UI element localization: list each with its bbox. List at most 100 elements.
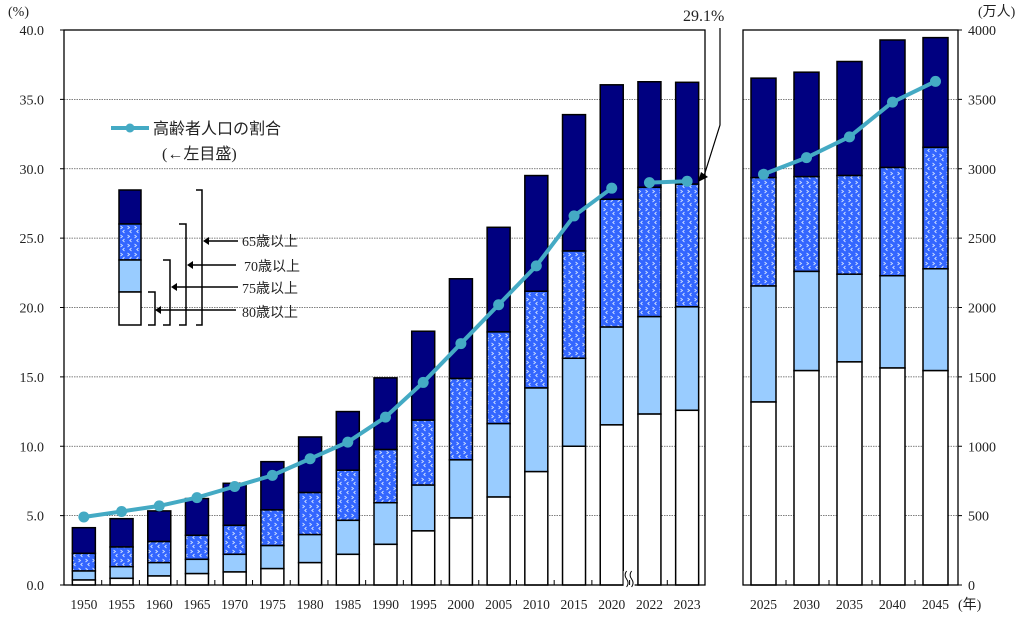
annotation: 29.1% (683, 8, 724, 182)
bar-70-plus (879, 166, 906, 277)
bar-75-plus (373, 501, 398, 546)
x-tick-label: 1980 (297, 597, 324, 612)
ratio-point (758, 168, 769, 180)
left-tick-label: 40.0 (20, 24, 45, 39)
bar-75-plus (184, 558, 210, 575)
x-tick-label: 2045 (922, 597, 949, 612)
left-tick-label: 30.0 (20, 163, 45, 178)
ratio-point (493, 299, 505, 311)
ratio-point (304, 453, 316, 465)
axes: (%) (万人) (年) 0.0 5.0 10.0 15.0 20.0 25.0 30.0 3… (8, 4, 1016, 613)
bar-75-plus (335, 519, 361, 556)
bar-75-plus (410, 484, 436, 532)
annotation-leader (703, 28, 721, 177)
ratio-point (191, 492, 203, 504)
bar-70-plus (335, 469, 361, 522)
ratio-point (801, 152, 812, 164)
legend-label-75: 75歳以上 (242, 281, 298, 297)
legend-swatch-70 (118, 223, 142, 261)
bar-65-plus (448, 278, 474, 380)
bar-75-plus (147, 561, 172, 577)
bar-70-plus (836, 174, 863, 275)
bar-70-plus (71, 552, 97, 572)
bar-75-plus (297, 533, 323, 564)
left-axis-unit: (%) (8, 5, 29, 20)
x-tick-label: 2000 (447, 597, 474, 612)
bar-80-plus (297, 561, 323, 586)
bar-80-plus (222, 571, 247, 586)
x-tick-label: 1955 (108, 597, 135, 612)
bar-65-plus (260, 460, 285, 511)
bar-80-plus (410, 530, 436, 586)
bar-65-plus (637, 81, 662, 189)
left-tick-label: 25.0 (20, 232, 45, 247)
bar-80-plus (486, 496, 511, 586)
x-tick-label: 2022 (636, 597, 663, 612)
bracket-75 (163, 259, 171, 326)
bar-80-plus (448, 517, 474, 586)
bar-70-plus (448, 377, 474, 461)
left-tick-label: 15.0 (20, 371, 45, 386)
right-tick-label: 500 (968, 510, 989, 525)
bar-65-plus (836, 60, 863, 177)
bar-80-plus (922, 369, 949, 586)
bar-65-plus (71, 526, 97, 555)
legend-line-marker (125, 123, 135, 133)
x-tick-label: 1950 (70, 597, 97, 612)
bar-70-plus (599, 198, 624, 328)
bar-70-plus (147, 540, 172, 564)
x-tick-label: 1965 (183, 597, 210, 612)
x-axis-unit: (年) (958, 597, 982, 613)
bar-80-plus (109, 577, 134, 586)
ratio-point (417, 376, 429, 388)
axis-break-mark (629, 570, 634, 588)
legend: 高齢者人口の割合 (←左目盛) 65歳以上 70歳以上 75歳以上 80歳以上 (111, 120, 300, 326)
bar-75-plus (674, 306, 700, 412)
bar-65-plus (184, 497, 210, 537)
bar-65-plus (147, 510, 172, 543)
ratio-point (681, 175, 693, 187)
ratio-point (266, 469, 278, 481)
bar-65-plus (674, 81, 700, 185)
x-tick-label: 2020 (598, 597, 625, 612)
bar-80-plus (373, 543, 398, 586)
left-tick-label: 10.0 (20, 440, 45, 455)
axis-break-mark (624, 570, 629, 588)
bar-75-plus (109, 565, 134, 580)
bar-70-plus (561, 250, 587, 360)
bar-75-plus (836, 273, 863, 363)
ratio-line-segment (649, 179, 688, 185)
legend-label-65: 65歳以上 (242, 234, 298, 250)
bar-70-plus (637, 186, 662, 318)
bar-65-plus (297, 436, 323, 494)
bar-80-plus (71, 579, 97, 586)
ratio-point (844, 131, 855, 143)
ratio-point (380, 411, 391, 423)
x-tick-label: 2005 (485, 597, 512, 612)
ratio-point (887, 96, 898, 108)
bar-75-plus (793, 270, 820, 372)
bar-70-plus (793, 175, 820, 273)
right-tick-label: 1000 (968, 440, 996, 455)
bar-70-plus (922, 146, 949, 270)
x-tick-label: 1990 (372, 597, 399, 612)
ratio-point (229, 480, 241, 492)
bracket-65 (196, 189, 203, 326)
right-tick-label: 2000 (968, 302, 996, 317)
x-tick-label: 2035 (836, 597, 863, 612)
legend-label-70: 70歳以上 (244, 259, 300, 275)
ratio-point (568, 210, 580, 222)
bar-80-plus (836, 361, 863, 586)
bar-75-plus (599, 326, 624, 426)
bar-75-plus (750, 285, 777, 403)
legend-label-80: 80歳以上 (242, 305, 298, 321)
bar-65-plus (486, 226, 511, 333)
bar-70-plus (674, 183, 700, 308)
bar-75-plus (260, 544, 285, 570)
legend-line-sublabel: (←左目盛) (162, 145, 237, 163)
bars (71, 36, 949, 586)
right-tick-label: 1500 (968, 371, 996, 386)
bar-80-plus (561, 445, 587, 586)
right-tick-label: 0 (968, 579, 975, 594)
